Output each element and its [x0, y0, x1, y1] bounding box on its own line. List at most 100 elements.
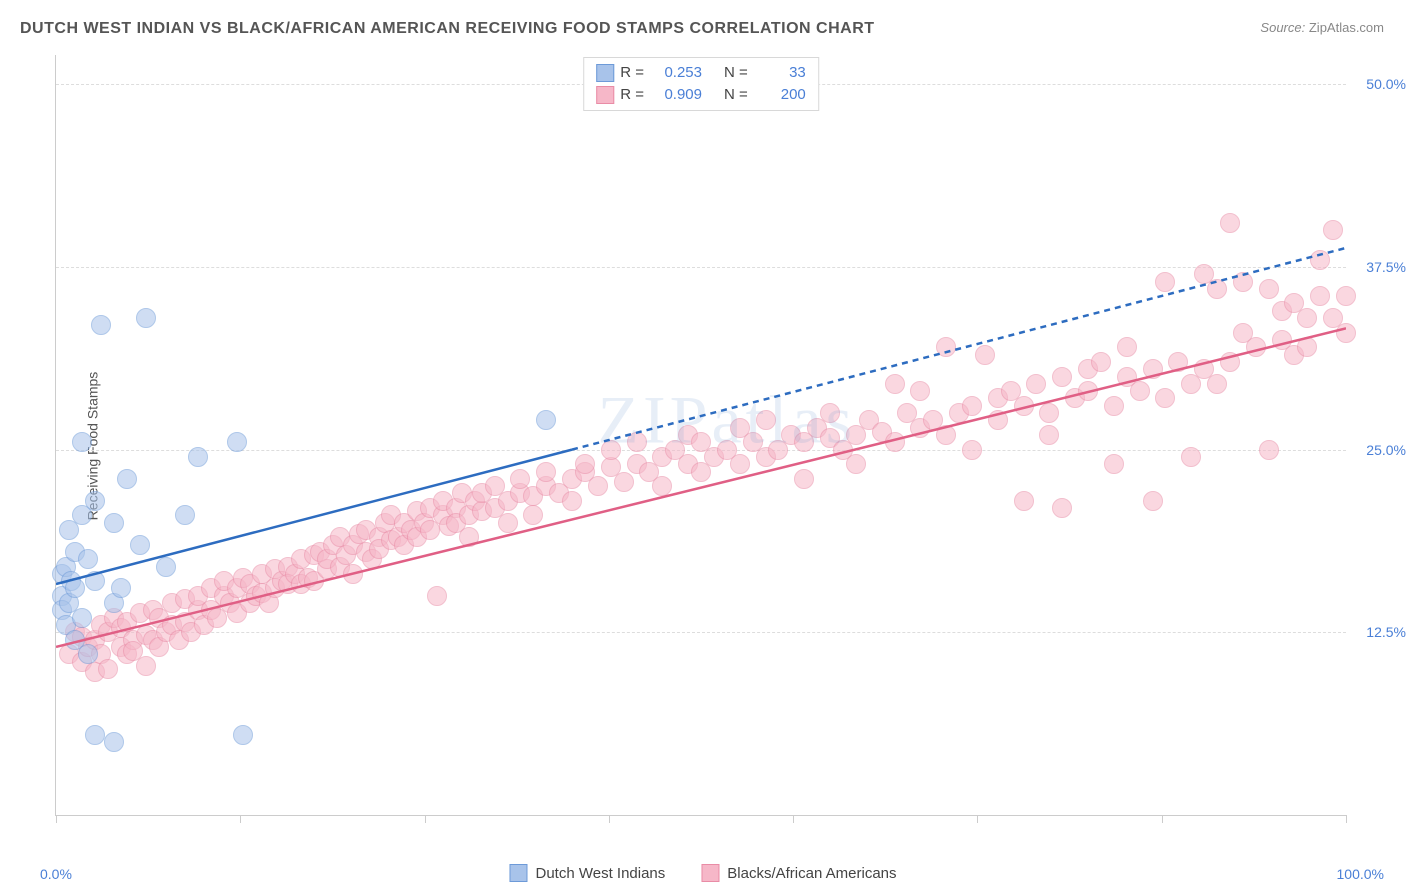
x-axis-max-label: 100.0% [1337, 866, 1384, 882]
y-tick-label: 50.0% [1351, 76, 1406, 92]
scatter-point-pink [936, 337, 956, 357]
scatter-point-pink [614, 472, 634, 492]
stats-row-pink: R = 0.909 N = 200 [596, 84, 806, 106]
n-value-blue: 33 [754, 62, 806, 84]
scatter-point-pink [1026, 374, 1046, 394]
scatter-point-blue [156, 557, 176, 577]
scatter-point-pink [427, 586, 447, 606]
scatter-point-pink [794, 469, 814, 489]
scatter-point-pink [1104, 454, 1124, 474]
legend-label-blue: Dutch West Indians [535, 865, 665, 882]
scatter-point-pink [1143, 359, 1163, 379]
scatter-point-pink [885, 374, 905, 394]
scatter-point-blue [233, 725, 253, 745]
source-attribution: Source: ZipAtlas.com [1260, 20, 1384, 35]
scatter-point-pink [1014, 396, 1034, 416]
n-value-pink: 200 [754, 84, 806, 106]
scatter-point-pink [1104, 396, 1124, 416]
scatter-point-pink [975, 345, 995, 365]
scatter-point-pink [846, 454, 866, 474]
scatter-point-pink [652, 476, 672, 496]
scatter-point-blue [72, 432, 92, 452]
scatter-point-pink [1155, 272, 1175, 292]
x-tick [56, 815, 57, 823]
scatter-point-pink [1259, 440, 1279, 460]
scatter-point-pink [962, 440, 982, 460]
x-tick [1162, 815, 1163, 823]
scatter-point-pink [730, 454, 750, 474]
scatter-point-pink [1336, 323, 1356, 343]
x-tick [1346, 815, 1347, 823]
stats-row-blue: R = 0.253 N = 33 [596, 62, 806, 84]
scatter-point-pink [627, 432, 647, 452]
scatter-point-pink [1168, 352, 1188, 372]
scatter-point-blue [65, 578, 85, 598]
x-tick [977, 815, 978, 823]
scatter-point-pink [756, 410, 776, 430]
gridline [56, 632, 1346, 633]
scatter-point-pink [1220, 352, 1240, 372]
scatter-point-pink [1207, 279, 1227, 299]
scatter-point-blue [227, 432, 247, 452]
scatter-point-blue [117, 469, 137, 489]
r-label: R = [620, 84, 644, 106]
legend-item-blue: Dutch West Indians [509, 864, 665, 882]
scatter-point-pink [1310, 250, 1330, 270]
scatter-point-pink [1155, 388, 1175, 408]
n-label: N = [724, 84, 748, 106]
scatter-point-pink [1220, 213, 1240, 233]
scatter-point-pink [1310, 286, 1330, 306]
scatter-point-pink [498, 513, 518, 533]
gridline [56, 267, 1346, 268]
scatter-point-pink [459, 527, 479, 547]
scatter-point-pink [1130, 381, 1150, 401]
x-tick [609, 815, 610, 823]
source-value: ZipAtlas.com [1309, 20, 1384, 35]
correlation-stats-box: R = 0.253 N = 33 R = 0.909 N = 200 [583, 57, 819, 111]
scatter-point-pink [588, 476, 608, 496]
legend-item-pink: Blacks/African Americans [701, 864, 896, 882]
scatter-point-blue [91, 315, 111, 335]
n-label: N = [724, 62, 748, 84]
scatter-point-pink [910, 381, 930, 401]
scatter-point-pink [1039, 403, 1059, 423]
scatter-point-pink [1052, 498, 1072, 518]
scatter-point-blue [85, 725, 105, 745]
scatter-point-pink [936, 425, 956, 445]
scatter-point-pink [1297, 308, 1317, 328]
scatter-point-pink [885, 432, 905, 452]
scatter-point-pink [1336, 286, 1356, 306]
y-tick-label: 25.0% [1351, 442, 1406, 458]
legend-swatch-blue [509, 864, 527, 882]
scatter-point-pink [510, 469, 530, 489]
scatter-point-pink [1117, 337, 1137, 357]
scatter-point-pink [1039, 425, 1059, 445]
scatter-point-blue [536, 410, 556, 430]
scatter-point-pink [562, 491, 582, 511]
scatter-point-blue [85, 571, 105, 591]
scatter-point-blue [136, 308, 156, 328]
scatter-point-pink [1207, 374, 1227, 394]
y-tick-label: 37.5% [1351, 259, 1406, 275]
scatter-point-pink [601, 440, 621, 460]
scatter-point-pink [343, 564, 363, 584]
x-tick [425, 815, 426, 823]
scatter-point-pink [1078, 381, 1098, 401]
scatter-point-pink [962, 396, 982, 416]
scatter-point-pink [1259, 279, 1279, 299]
scatter-point-blue [85, 491, 105, 511]
chart-plot-area: ZIPatlas R = 0.253 N = 33 R = 0.909 N = … [55, 55, 1346, 816]
scatter-point-pink [575, 454, 595, 474]
source-label: Source: [1260, 20, 1305, 35]
scatter-point-blue [188, 447, 208, 467]
scatter-point-blue [72, 608, 92, 628]
scatter-point-pink [1323, 220, 1343, 240]
scatter-point-pink [1014, 491, 1034, 511]
legend-label-pink: Blacks/African Americans [727, 865, 896, 882]
x-tick [240, 815, 241, 823]
legend-swatch-pink [701, 864, 719, 882]
scatter-point-pink [820, 403, 840, 423]
scatter-point-pink [1052, 367, 1072, 387]
scatter-point-pink [1246, 337, 1266, 357]
scatter-point-pink [536, 462, 556, 482]
